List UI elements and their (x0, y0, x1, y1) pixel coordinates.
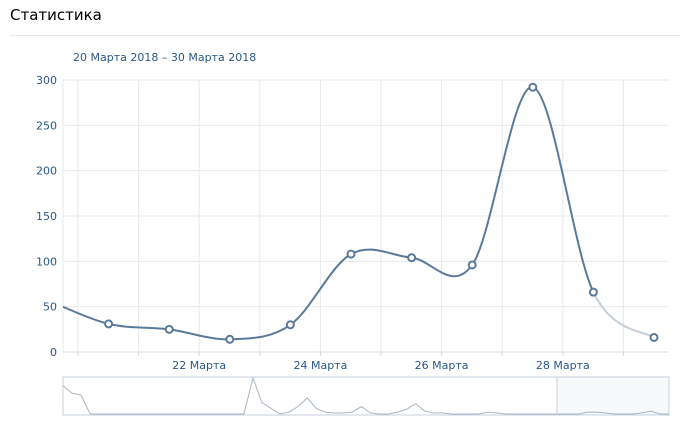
page-title: Статистика (10, 6, 102, 24)
y-tick-label: 150 (36, 210, 57, 223)
navigator-selection[interactable] (556, 376, 670, 416)
y-axis: 0 50 100 150 200 250 300 (36, 74, 57, 359)
data-point[interactable] (649, 332, 659, 342)
y-tick-label: 50 (43, 301, 57, 314)
y-tick-label: 200 (36, 165, 57, 178)
x-tick-label: 24 Марта (293, 359, 347, 372)
x-axis: 22 Марта 24 Марта 26 Марта 28 Марта (63, 351, 669, 372)
y-tick-label: 100 (36, 255, 57, 268)
data-point[interactable] (528, 82, 538, 92)
data-point[interactable] (407, 253, 417, 263)
data-points[interactable] (104, 82, 659, 344)
x-tick-label: 26 Марта (415, 359, 469, 372)
date-range-link[interactable]: 20 Марта 2018 – 30 Марта 2018 (73, 51, 257, 64)
y-tick-label: 0 (50, 346, 57, 359)
data-point[interactable] (225, 334, 235, 344)
x-tick-label: 28 Марта (536, 359, 590, 372)
data-point[interactable] (285, 320, 295, 330)
data-point[interactable] (346, 249, 356, 259)
range-navigator[interactable] (62, 376, 670, 416)
data-point[interactable] (467, 260, 477, 270)
title-divider (10, 35, 680, 36)
y-tick-label: 300 (36, 74, 57, 87)
y-tick-label: 250 (36, 119, 57, 132)
data-point[interactable] (104, 319, 114, 329)
data-point[interactable] (588, 287, 598, 297)
navigator-line (62, 376, 669, 415)
data-point[interactable] (164, 324, 174, 334)
chart-grid (62, 79, 669, 353)
x-tick-label: 22 Марта (172, 359, 226, 372)
